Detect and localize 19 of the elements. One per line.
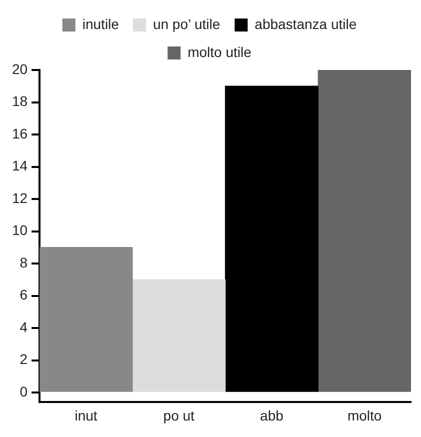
x-tick-label: molto	[347, 407, 382, 424]
y-tick-label: 12	[12, 190, 28, 206]
x-tick-label: po ut	[163, 407, 195, 424]
y-tick-label: 14	[12, 158, 28, 174]
legend-label: molto utile	[188, 44, 252, 60]
y-tick-label: 16	[12, 125, 28, 142]
y-tick-label: 4	[20, 318, 28, 335]
legend-label: abbastanza utile	[254, 16, 357, 32]
y-tick-label: 20	[12, 60, 28, 77]
y-tick-label: 8	[20, 254, 28, 270]
y-tick-label: 18	[12, 93, 28, 110]
y-tick-label: 10	[12, 222, 28, 238]
y-tick-label: 0	[20, 383, 28, 400]
y-tick-label: 6	[20, 286, 28, 303]
y-tick-label: 2	[20, 351, 28, 368]
legend-label: un po’ utile	[152, 16, 220, 32]
x-tick-label: abb	[260, 407, 284, 424]
x-tick-label: inut	[74, 407, 98, 424]
legend-label: inutile	[82, 16, 120, 32]
